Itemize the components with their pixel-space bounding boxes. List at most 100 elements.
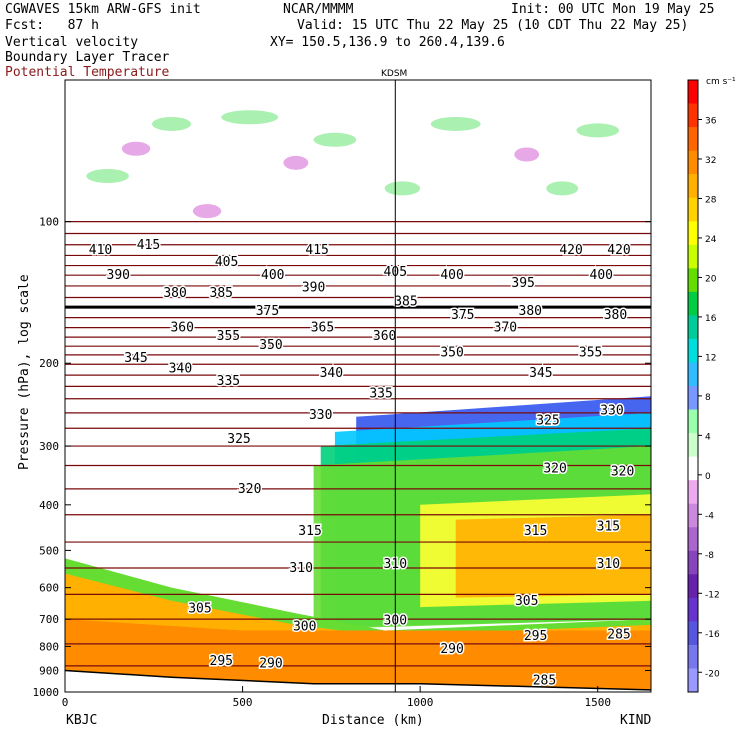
theta-contour-label: 410 (89, 243, 112, 258)
colorbar-swatch (688, 150, 698, 175)
theta-contour-label: 390 (107, 268, 130, 283)
x-axis-title: Distance (km) (322, 713, 424, 728)
colorbar-swatch (688, 291, 698, 316)
theta-contour-label: 310 (597, 557, 620, 572)
colorbar-frame (687, 79, 699, 693)
colorbar-label: -20 (705, 669, 720, 679)
stratosphere-velocity-blob (221, 110, 279, 125)
colorbar-swatch (688, 244, 698, 269)
colorbar-swatch (688, 103, 698, 128)
colorbar-swatch (688, 386, 698, 411)
colorbar-label: -12 (705, 590, 720, 600)
theta-contour-label: 370 (494, 321, 517, 336)
plot-frame (64, 79, 652, 693)
colorbar-label: 28 (705, 195, 717, 205)
colorbar-swatch (688, 456, 698, 481)
colorbar-swatch (688, 80, 698, 105)
colorbar-label: -16 (705, 630, 720, 640)
y-tick-label: 700 (39, 613, 59, 626)
theta-contour-label: 355 (217, 329, 240, 344)
theta-contour-label: 395 (511, 276, 534, 291)
theta-contour-label: 315 (298, 524, 321, 539)
stratosphere-velocity-blob (152, 116, 192, 131)
theta-contour-label: 340 (169, 361, 192, 376)
colorbar-swatch (688, 668, 698, 693)
field-vertical-velocity: Vertical velocity (5, 35, 139, 50)
colorbar-swatch (688, 409, 698, 434)
model-title: CGWAVES 15km ARW-GFS init (5, 2, 201, 17)
theta-contour-label: 305 (515, 594, 538, 609)
colorbar-swatch (688, 503, 698, 528)
theta-contour-label: 350 (259, 338, 282, 353)
colorbar-swatch (688, 338, 698, 363)
colorbar-swatch (688, 197, 698, 222)
theta-contour-label: 400 (261, 268, 284, 283)
theta-contour-label: 295 (210, 654, 233, 669)
theta-contour-label: 325 (227, 432, 250, 447)
x-tick-label: 1500 (584, 696, 611, 709)
theta-contour-label: 390 (302, 280, 325, 295)
theta-contour-label: 295 (524, 629, 547, 644)
colorbar-label: 4 (705, 432, 711, 442)
theta-contour-label: 360 (170, 321, 193, 336)
colorbar-swatch (688, 550, 698, 575)
colorbar-label: 36 (705, 116, 717, 126)
colorbar-label: 24 (705, 235, 717, 245)
theta-contour-label: 320 (238, 482, 261, 497)
station-left-label: KBJC (66, 713, 98, 728)
theta-contour-label: 355 (579, 346, 602, 361)
theta-contour-label: 385 (394, 295, 417, 310)
stratosphere-velocity-blob (313, 132, 357, 147)
colorbar-label: 16 (705, 314, 717, 324)
stratosphere-velocity-blob (514, 147, 540, 162)
colorbar-swatch (688, 221, 698, 246)
x-tick-label: 1000 (407, 696, 434, 709)
field-potential-temperature: Potential Temperature (5, 65, 170, 80)
theta-contour-label: 380 (163, 286, 186, 301)
stratosphere-velocity-blob (384, 181, 421, 196)
colorbar-swatch (688, 362, 698, 387)
y-tick-label: 900 (39, 664, 59, 677)
theta-contour-label: 290 (440, 642, 463, 657)
boundary-layer-orange (65, 619, 651, 692)
theta-contour-label: 340 (320, 366, 343, 381)
theta-contour-label: 310 (289, 561, 312, 576)
theta-contour-label: 335 (369, 387, 392, 402)
theta-contour-label: 350 (440, 346, 463, 361)
theta-contour-label: 330 (309, 408, 332, 423)
theta-contour-label: 320 (543, 462, 566, 477)
colorbar-label: 8 (705, 393, 711, 403)
colorbar-swatch (688, 574, 698, 599)
colorbar-swatch (688, 597, 698, 622)
colorbar-swatch (688, 433, 698, 458)
y-tick-label: 500 (39, 544, 59, 557)
colorbar-swatch (688, 315, 698, 340)
theta-contour-label: 315 (524, 524, 547, 539)
colorbar-label: 32 (705, 156, 716, 166)
terrain-line (64, 669, 652, 691)
theta-contour-label: 385 (210, 286, 233, 301)
theta-contour-label: 285 (533, 673, 556, 688)
theta-contour-label: 315 (597, 520, 620, 535)
y-tick-label: 300 (39, 440, 59, 453)
y-tick-label: 600 (39, 582, 59, 595)
x-tick-label: 500 (233, 696, 253, 709)
y-tick-label: 100 (39, 216, 59, 229)
theta-contour-label: 345 (529, 366, 552, 381)
stratosphere-velocity-blob (121, 141, 151, 156)
y-tick-label: 200 (39, 357, 59, 370)
colorbar-label: -8 (705, 551, 714, 561)
colorbar-label: 12 (705, 353, 716, 363)
theta-contour-label: 400 (590, 268, 613, 283)
x-tick-label: 0 (62, 696, 69, 709)
xy-coords: XY= 150.5,136.9 to 260.4,139.6 (270, 35, 505, 50)
theta-contour-label: 375 (256, 304, 279, 319)
colorbar-swatch (688, 480, 698, 505)
theta-contour-label: 325 (536, 414, 559, 429)
theta-contour-label: 345 (124, 351, 147, 366)
theta-contour-label: 380 (604, 308, 627, 323)
colorbar-swatch (688, 527, 698, 552)
colorbar-swatch (688, 127, 698, 152)
y-tick-label: 1000 (33, 686, 60, 699)
